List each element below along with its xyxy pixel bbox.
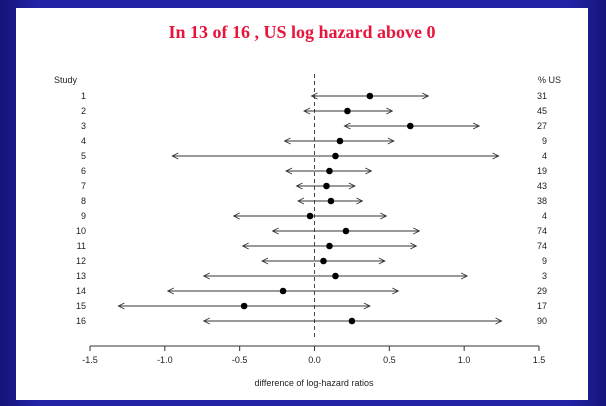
study-label: 8 — [81, 196, 86, 206]
ci-upper-arrow — [380, 212, 388, 220]
x-tick-label: 1.0 — [458, 355, 471, 365]
ci-lower-arrow — [166, 287, 175, 295]
pct-us-label: 9 — [542, 256, 547, 266]
study-label: 1 — [81, 91, 86, 101]
ci-lower-arrow — [297, 197, 305, 205]
pct-us-label: 27 — [537, 121, 547, 131]
pct-us-label: 17 — [537, 301, 547, 311]
slide: In 13 of 16 , US log hazard above 0 Stud… — [16, 8, 588, 400]
study-column-header: Study — [54, 75, 78, 85]
ci-upper-arrow — [492, 152, 500, 160]
pct-us-label: 74 — [537, 226, 547, 236]
ci-lower-arrow — [285, 167, 293, 175]
pct-us-label: 4 — [542, 151, 547, 161]
ci-lower-arrow — [117, 302, 125, 310]
estimate-point — [332, 152, 339, 160]
study-label: 3 — [81, 121, 86, 131]
pct-us-label: 74 — [537, 241, 547, 251]
ci-lower-arrow — [283, 137, 291, 145]
x-tick-label: -1.0 — [157, 355, 173, 365]
study-label: 15 — [76, 301, 86, 311]
ci-upper-arrow — [392, 287, 400, 295]
ci-lower-arrow — [310, 92, 318, 100]
estimate-point — [366, 92, 374, 100]
ci-upper-arrow — [495, 317, 503, 325]
ci-upper-arrow — [422, 92, 430, 100]
estimate-point — [279, 287, 287, 295]
study-label: 14 — [76, 286, 86, 296]
estimate-point — [326, 242, 333, 250]
study-label: 7 — [81, 181, 86, 191]
estimate-point — [344, 107, 351, 115]
estimate-point — [320, 257, 327, 265]
ci-lower-arrow — [303, 107, 311, 115]
study-label: 2 — [81, 106, 86, 116]
ci-lower-arrow — [261, 257, 269, 265]
pct-us-label: 43 — [537, 181, 547, 191]
pct-us-label: 4 — [542, 211, 547, 221]
pct-us-label: 38 — [537, 196, 547, 206]
ci-lower-arrow — [241, 242, 249, 250]
ci-upper-arrow — [387, 137, 395, 145]
ci-upper-arrow — [410, 242, 418, 250]
ci-upper-arrow — [378, 257, 386, 265]
slide-title: In 13 of 16 , US log hazard above 0 — [168, 22, 436, 42]
ci-upper-arrow — [386, 107, 394, 115]
estimate-point — [342, 227, 350, 235]
study-label: 12 — [76, 256, 86, 266]
ci-lower-arrow — [295, 182, 303, 190]
study-label: 9 — [81, 211, 86, 221]
ci-lower-arrow — [202, 272, 210, 280]
study-label: 6 — [81, 166, 86, 176]
x-axis-label: difference of log-hazard ratios — [255, 378, 374, 388]
pct-us-label: 45 — [537, 106, 547, 116]
forest-plot: Study % US difference of log-hazard rati… — [54, 74, 561, 388]
ci-upper-arrow — [472, 122, 481, 130]
pct-us-label: 31 — [537, 91, 547, 101]
ci-lower-arrow — [343, 122, 351, 130]
ci-lower-arrow — [232, 212, 240, 220]
estimate-point — [323, 182, 330, 190]
pct-us-label: 19 — [537, 166, 547, 176]
pct-us-label: 90 — [537, 316, 547, 326]
ci-upper-arrow — [365, 167, 373, 175]
ci-upper-arrow — [356, 197, 364, 205]
ci-upper-arrow — [460, 272, 469, 280]
estimate-point — [240, 302, 248, 310]
ci-upper-arrow — [363, 302, 371, 310]
x-tick-label: 0.0 — [308, 355, 321, 365]
pct-us-label: 29 — [537, 286, 547, 296]
estimate-point — [326, 167, 333, 175]
estimate-point — [348, 317, 356, 325]
pct-us-label: 3 — [542, 271, 547, 281]
estimate-point — [332, 272, 339, 280]
estimate-point — [336, 137, 344, 145]
study-label: 13 — [76, 271, 86, 281]
study-label: 5 — [81, 151, 86, 161]
study-label: 16 — [76, 316, 86, 326]
ci-lower-arrow — [171, 152, 179, 160]
x-tick-label: -1.5 — [82, 355, 98, 365]
pct-us-label: 9 — [542, 136, 547, 146]
estimate-point — [327, 197, 335, 205]
ci-upper-arrow — [348, 182, 356, 190]
estimate-point — [406, 122, 414, 130]
ci-lower-arrow — [202, 317, 210, 325]
x-tick-label: -0.5 — [232, 355, 248, 365]
pct-us-column-header: % US — [538, 75, 561, 85]
x-tick-label: 1.5 — [533, 355, 546, 365]
x-tick-label: 0.5 — [383, 355, 396, 365]
estimate-point — [306, 212, 314, 220]
ci-upper-arrow — [413, 227, 421, 235]
study-label: 11 — [77, 241, 86, 251]
study-label: 10 — [76, 226, 86, 236]
study-label: 4 — [81, 136, 86, 146]
ci-lower-arrow — [271, 227, 279, 235]
